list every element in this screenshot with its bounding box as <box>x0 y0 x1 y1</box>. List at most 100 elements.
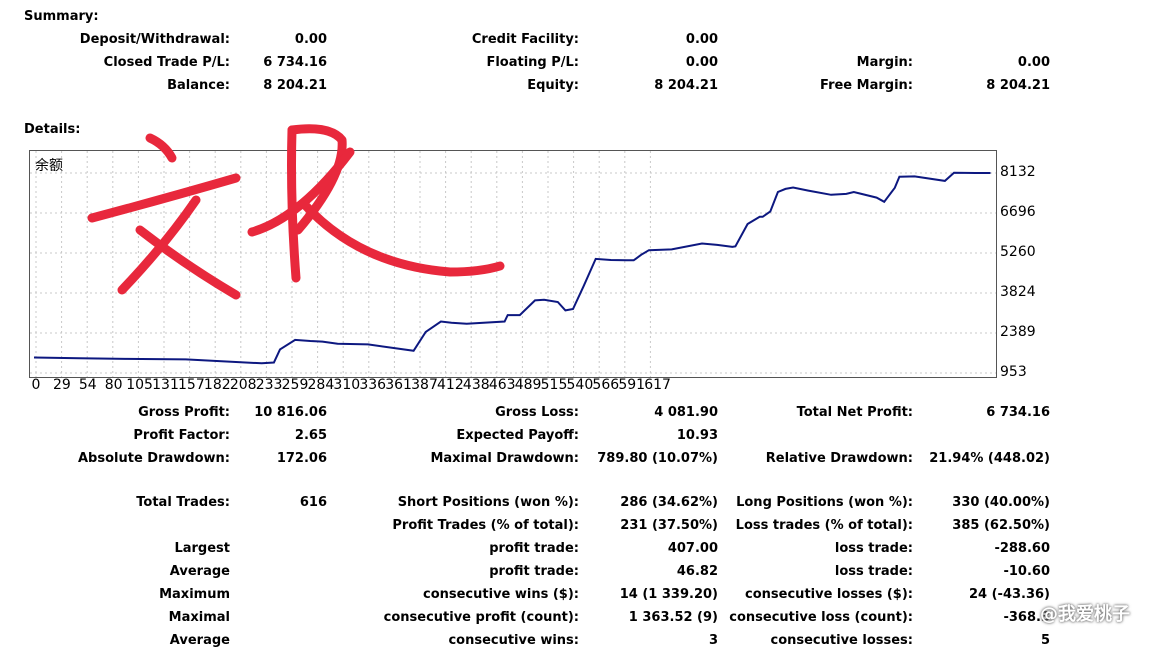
stats-value: 172.06 <box>276 451 327 466</box>
trades-label: Largest <box>174 541 230 556</box>
x-tick-label: 259 <box>281 377 309 393</box>
trades-value: 1 363.52 (9) <box>628 610 718 625</box>
stats-label: Relative Drawdown: <box>765 451 913 466</box>
stats-value: 6 734.16 <box>986 405 1050 420</box>
trades-value: 286 (34.62%) <box>620 495 718 510</box>
trades-label: loss trade: <box>834 541 913 556</box>
trades-label: Long Positions (won %): <box>736 495 913 510</box>
details-title: Details: <box>24 122 81 137</box>
summary-label: Floating P/L: <box>486 55 579 70</box>
stats-value: 10.93 <box>676 428 718 443</box>
y-tick-label: 8132 <box>1000 164 1036 180</box>
summary-label: Equity: <box>527 78 579 93</box>
trades-value: 46.82 <box>676 564 718 579</box>
trades-label: Average <box>169 564 230 579</box>
summary-value: 6 734.16 <box>263 55 327 70</box>
trades-row: Maximum consecutive wins ($): 14 (1 339.20… <box>0 585 1164 605</box>
y-tick-label: 953 <box>1000 364 1027 380</box>
x-tick-label: 182 <box>203 377 231 393</box>
trades-label: consecutive loss (count): <box>729 610 913 625</box>
x-tick-label: 489 <box>514 377 542 393</box>
trades-value: 24 (-43.36) <box>968 587 1050 602</box>
trades-label: Maximal <box>168 610 230 625</box>
y-tick-label: 6696 <box>1000 204 1036 220</box>
trades-row: Average consecutive wins: 3 consecutive los… <box>0 631 1164 651</box>
watermark: @我爱桃子 <box>1040 604 1130 625</box>
x-tick-label: 310 <box>333 377 361 393</box>
stats-label: Profit Factor: <box>133 428 230 443</box>
trades-label: profit trade: <box>489 564 579 579</box>
x-tick-label: 157 <box>178 377 205 393</box>
stats-value: 789.80 (10.07%) <box>597 451 718 466</box>
stats-label: Absolute Drawdown: <box>78 451 230 466</box>
x-tick-label: 29 <box>52 377 71 393</box>
trades-value: 330 (40.00%) <box>952 495 1050 510</box>
trades-value: 14 (1 339.20) <box>619 587 718 602</box>
trades-value: 5 <box>1040 633 1050 648</box>
stats-row: Absolute Drawdown: 172.06 Maximal Drawdown… <box>0 449 1164 469</box>
trades-value: -10.60 <box>1003 564 1050 579</box>
balance-chart: 余额 <box>29 150 997 378</box>
trades-value: 616 <box>299 495 327 510</box>
x-tick-label: 54 <box>78 377 97 393</box>
trades-label: consecutive wins: <box>448 633 579 648</box>
trades-label: consecutive losses: <box>770 633 913 648</box>
summary-value: 0.00 <box>685 32 718 47</box>
trades-label: loss trade: <box>834 564 913 579</box>
trades-value: -288.60 <box>994 541 1050 556</box>
trades-label: Short Positions (won %): <box>397 495 579 510</box>
x-tick-label: 284 <box>307 377 335 393</box>
stats-value: 21.94% (448.02) <box>929 451 1050 466</box>
trades-label: profit trade: <box>489 541 579 556</box>
trades-label: Total Trades: <box>136 495 230 510</box>
summary-value: 8 204.21 <box>654 78 718 93</box>
x-tick-label: 566 <box>592 377 620 393</box>
summary-value: 0.00 <box>685 55 718 70</box>
stats-value: 10 816.06 <box>254 405 327 420</box>
trades-label: Maximum <box>159 587 230 602</box>
x-tick-label: 233 <box>255 377 283 393</box>
x-tick-label: 412 <box>437 377 464 393</box>
summary-label: Margin: <box>856 55 913 70</box>
x-tick-label: 80 <box>104 377 123 393</box>
summary-row: Deposit/Withdrawal: 0.00 Credit Facility: 0… <box>0 30 1164 50</box>
stats-label: Expected Payoff: <box>456 428 579 443</box>
stats-row: Profit Factor: 2.65 Expected Payoff: 10.93 <box>0 426 1164 446</box>
trades-value: 3 <box>708 633 718 648</box>
trades-row: Profit Trades (% of total): 231 (37.50%) L… <box>0 516 1164 536</box>
summary-value: 0.00 <box>1017 55 1050 70</box>
balance-series-line <box>33 171 991 365</box>
summary-row: Balance: 8 204.21 Equity: 8 204.21 Free Marg… <box>0 76 1164 96</box>
summary-row: Closed Trade P/L: 6 734.16 Floating P/L: 0.… <box>0 53 1164 73</box>
trades-value: 231 (37.50%) <box>620 518 718 533</box>
x-tick-label: 336 <box>359 377 387 393</box>
summary-label: Free Margin: <box>820 78 913 93</box>
balance-chart-svg: 余额 <box>30 151 996 377</box>
y-tick-label: 5260 <box>1000 244 1036 260</box>
x-tick-label: 617 <box>644 377 671 393</box>
trades-value: 385 (62.50%) <box>952 518 1050 533</box>
stats-label: Maximal Drawdown: <box>430 451 579 466</box>
x-tick-label: 361 <box>385 377 412 393</box>
chart-title: 余额 <box>35 157 63 174</box>
x-tick-label: 515 <box>540 377 568 393</box>
summary-label: Closed Trade P/L: <box>103 55 230 70</box>
x-tick-label: 131 <box>152 377 179 393</box>
stats-label: Total Net Profit: <box>796 405 913 420</box>
y-tick-label: 3824 <box>1000 284 1036 301</box>
summary-value: 8 204.21 <box>986 78 1050 93</box>
stats-value: 4 081.90 <box>654 405 718 420</box>
x-tick-label: 105 <box>126 377 153 393</box>
trades-row: Average profit trade: 46.82 loss trade: -10.… <box>0 562 1164 582</box>
trades-label: consecutive wins ($): <box>422 587 579 602</box>
trades-label: consecutive losses ($): <box>745 587 913 602</box>
summary-label: Balance: <box>167 78 230 93</box>
summary-value: 0.00 <box>294 32 327 47</box>
trades-label: Profit Trades (% of total): <box>392 518 579 533</box>
trades-label: Loss trades (% of total): <box>735 518 913 533</box>
x-tick-label: 0 <box>31 377 41 393</box>
summary-value: 8 204.21 <box>263 78 327 93</box>
trades-label: consecutive profit (count): <box>383 610 579 625</box>
stats-value: 2.65 <box>294 428 327 443</box>
x-tick-label: 540 <box>566 377 594 393</box>
